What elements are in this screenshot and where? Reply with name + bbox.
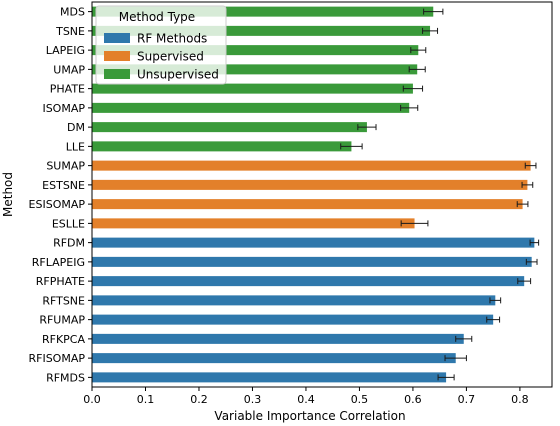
bar (92, 45, 419, 56)
y-tick-label: RFTSNE (42, 294, 85, 307)
bar (92, 314, 494, 325)
y-tick-label: RFUMAP (39, 314, 85, 327)
x-tick-label: 0.3 (244, 393, 262, 406)
y-tick-label: RFKPCA (42, 333, 85, 346)
plot-frame (91, 1, 553, 388)
legend-title: Method Type (119, 10, 195, 24)
bar (92, 141, 352, 152)
bar (92, 122, 367, 133)
bar (92, 179, 528, 190)
legend-swatch (104, 33, 130, 43)
legend-swatch (104, 51, 130, 61)
y-tick-label: ESTSNE (42, 179, 85, 192)
x-axis-title: Variable Importance Correlation (214, 409, 405, 423)
y-tick-label: DM (67, 121, 85, 134)
y-axis-title: Method (1, 172, 15, 217)
y-tick-label: ESISOMAP (29, 198, 86, 211)
bar (92, 64, 418, 75)
y-tick-label: PHATE (50, 83, 85, 96)
y-tick-label: ESLLE (52, 217, 85, 230)
x-tick-label: 0.8 (511, 393, 529, 406)
x-tick-label: 0.2 (190, 393, 208, 406)
legend-swatch (104, 69, 130, 79)
y-tick-label: MDS (60, 6, 85, 19)
bar (92, 372, 447, 383)
bar (92, 295, 496, 306)
y-tick-label: RFDM (53, 237, 85, 250)
axes-layer: MDS TSNE LAPEIG UMAP PHATE ISOMAP DM LLE SUMAP ES… (1, 1, 553, 423)
bar (92, 25, 431, 36)
x-tick-label: 0.0 (83, 393, 101, 406)
x-tick-label: 0.7 (458, 393, 476, 406)
bar (92, 160, 531, 171)
error-bars-layer (340, 8, 540, 381)
legend: Method Type RF Methods Supervised Unsupervi… (95, 5, 227, 85)
bar (92, 237, 535, 248)
bar (92, 83, 413, 94)
legend-label: Unsupervised (137, 68, 219, 82)
x-tick-label: 0.4 (297, 393, 315, 406)
y-tick-label: LAPEIG (46, 44, 85, 57)
bar (92, 102, 410, 113)
bar (92, 276, 525, 287)
y-tick-label: RFLAPEIG (32, 256, 85, 269)
x-tick-label: 0.5 (351, 393, 369, 406)
x-tick-label: 0.6 (404, 393, 422, 406)
y-tick-label: TSNE (55, 25, 85, 38)
y-tick-label: ISOMAP (42, 102, 85, 115)
bars-layer (92, 6, 535, 383)
y-tick-label: LLE (66, 140, 85, 153)
y-tick-label: RFPHATE (36, 275, 85, 288)
y-tick-label: UMAP (53, 63, 85, 76)
bar (92, 256, 532, 267)
y-tick-label: RFMDS (46, 371, 85, 384)
y-tick-label: SUMAP (46, 160, 85, 173)
bar (92, 199, 523, 210)
x-tick-label: 0.1 (137, 393, 155, 406)
bar (92, 333, 464, 344)
legend-label: Supervised (137, 50, 204, 64)
y-tick-label: RFISOMAP (28, 352, 85, 365)
legend-label: RF Methods (137, 32, 207, 46)
bar (92, 6, 434, 17)
bar (92, 353, 456, 364)
legend-box (95, 5, 227, 85)
bar (92, 218, 415, 229)
